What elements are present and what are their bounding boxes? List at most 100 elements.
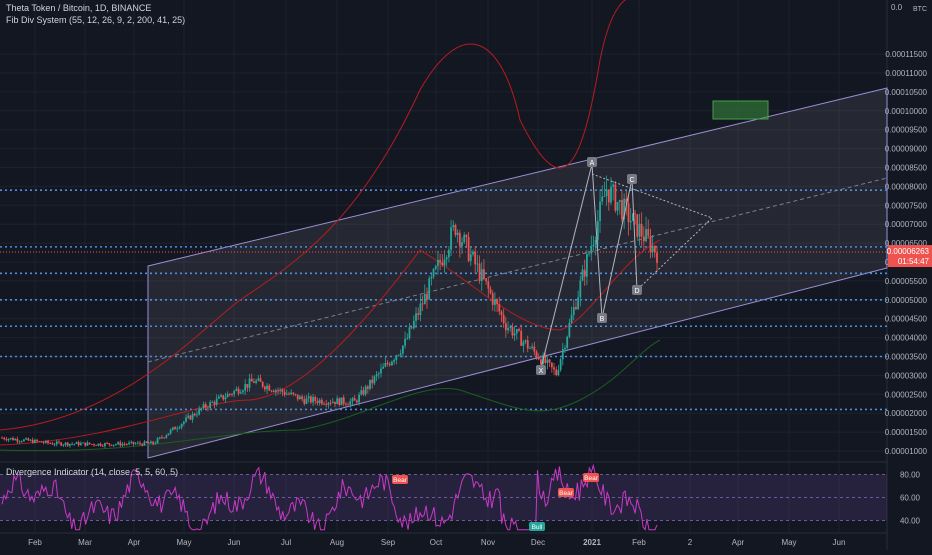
- candle-body: [58, 441, 60, 443]
- candle-body: [259, 378, 262, 382]
- candle-body: [397, 354, 400, 356]
- candle-body: [382, 366, 385, 369]
- divergence-tag-bull: [529, 522, 545, 531]
- candle-body: [242, 390, 244, 393]
- candle-body: [531, 346, 534, 349]
- candle-body: [228, 393, 231, 395]
- y-tick-label: 0.00004500: [885, 315, 928, 324]
- pattern-point-d: [632, 285, 642, 295]
- divergence-indicator-label[interactable]: Divergence Indicator (14, close, 5, 5, 6…: [6, 467, 179, 477]
- candle-body: [520, 330, 523, 346]
- candle-body: [629, 220, 632, 223]
- candle-body: [358, 394, 360, 403]
- x-tick-label: Aug: [330, 538, 344, 547]
- candle-body: [36, 439, 38, 442]
- candle-body: [377, 373, 380, 375]
- candle-body: [581, 269, 584, 281]
- candle-body: [351, 398, 354, 402]
- osc-tick-label: 60.00: [900, 494, 921, 503]
- candle-body: [42, 442, 45, 444]
- candle-body: [182, 421, 185, 425]
- candle-body: [274, 390, 277, 392]
- mid-envelope: [0, 239, 661, 446]
- fib-div-system-label[interactable]: Fib Div System (55, 12, 26, 9, 2, 200, 4…: [6, 15, 186, 25]
- candle-body: [656, 252, 658, 263]
- candle-body: [647, 229, 650, 236]
- candle-body: [290, 392, 293, 395]
- candle-body: [185, 417, 187, 422]
- candle-body: [450, 227, 452, 250]
- candle-body: [23, 439, 25, 442]
- last-price-tag[interactable]: [888, 245, 932, 268]
- x-tick-label: Feb: [28, 538, 42, 547]
- candle-body: [209, 402, 212, 409]
- candle-body: [577, 297, 580, 310]
- candle-body: [31, 439, 34, 444]
- candle-body: [410, 327, 413, 329]
- candle-body: [623, 198, 626, 220]
- candle-body: [472, 251, 474, 255]
- candle-body: [69, 443, 71, 446]
- candle-body: [150, 441, 152, 444]
- candle-body: [566, 336, 569, 348]
- pattern-label: D: [634, 288, 639, 295]
- y-tick-label: 0.00009500: [885, 126, 928, 135]
- candle-body: [426, 293, 428, 300]
- candle-body: [371, 379, 374, 384]
- candle-body: [640, 223, 643, 237]
- candle-body: [294, 393, 297, 395]
- candle-body: [651, 245, 654, 252]
- candle-body: [529, 348, 531, 349]
- x-tick-label: Feb: [632, 538, 646, 547]
- candle-body: [364, 386, 367, 395]
- candle-body: [9, 438, 12, 439]
- candle-body: [233, 390, 236, 395]
- candle-body: [559, 359, 562, 370]
- candle-body: [130, 441, 133, 443]
- candle-body: [244, 384, 247, 391]
- candle-body: [108, 443, 111, 445]
- candle-body: [1, 437, 3, 439]
- candle-body: [323, 403, 325, 405]
- candle-body: [355, 400, 358, 403]
- candle-body: [44, 440, 47, 443]
- candle-body: [393, 359, 396, 362]
- candle-body: [616, 202, 619, 211]
- candle-body: [511, 326, 514, 336]
- candle-body: [638, 223, 641, 237]
- candle-body: [362, 390, 365, 395]
- candle-body: [101, 445, 104, 447]
- candle-body: [546, 359, 549, 364]
- candle-body: [239, 392, 242, 394]
- candle-body: [75, 442, 78, 444]
- candle-body: [496, 299, 498, 305]
- x-tick-label: Jul: [281, 538, 291, 547]
- candle-body: [342, 397, 345, 404]
- candle-body: [550, 362, 553, 368]
- candle-body: [16, 438, 19, 442]
- candle-body: [535, 351, 538, 358]
- rising-channel: [147, 87, 888, 459]
- candle-body: [161, 437, 163, 439]
- candle-body: [325, 403, 328, 405]
- candle-body: [476, 263, 479, 265]
- candle-body: [632, 213, 634, 221]
- y-tick-label: 0.00010000: [885, 107, 928, 116]
- channel-midline: [147, 177, 888, 363]
- divergence-tag-bear: [392, 475, 408, 484]
- candle-body: [480, 269, 483, 281]
- candle-body: [645, 229, 647, 242]
- candle-body: [132, 441, 135, 444]
- candle-body: [231, 394, 233, 395]
- candle-body: [187, 415, 190, 418]
- divergence-legend: Divergence Indicator (14, close, 5, 5, 6…: [6, 467, 182, 477]
- candle-body: [178, 427, 181, 429]
- y-tick-label: 0.00005000: [885, 296, 928, 305]
- symbol-title[interactable]: Theta Token / Bitcoin, 1D, BINANCE: [6, 3, 152, 13]
- y-tick-label: 0.00006500: [885, 239, 928, 248]
- candle-body: [248, 378, 251, 388]
- pattern-label: X: [539, 368, 544, 375]
- y-tick-label: 0.00008500: [885, 164, 928, 173]
